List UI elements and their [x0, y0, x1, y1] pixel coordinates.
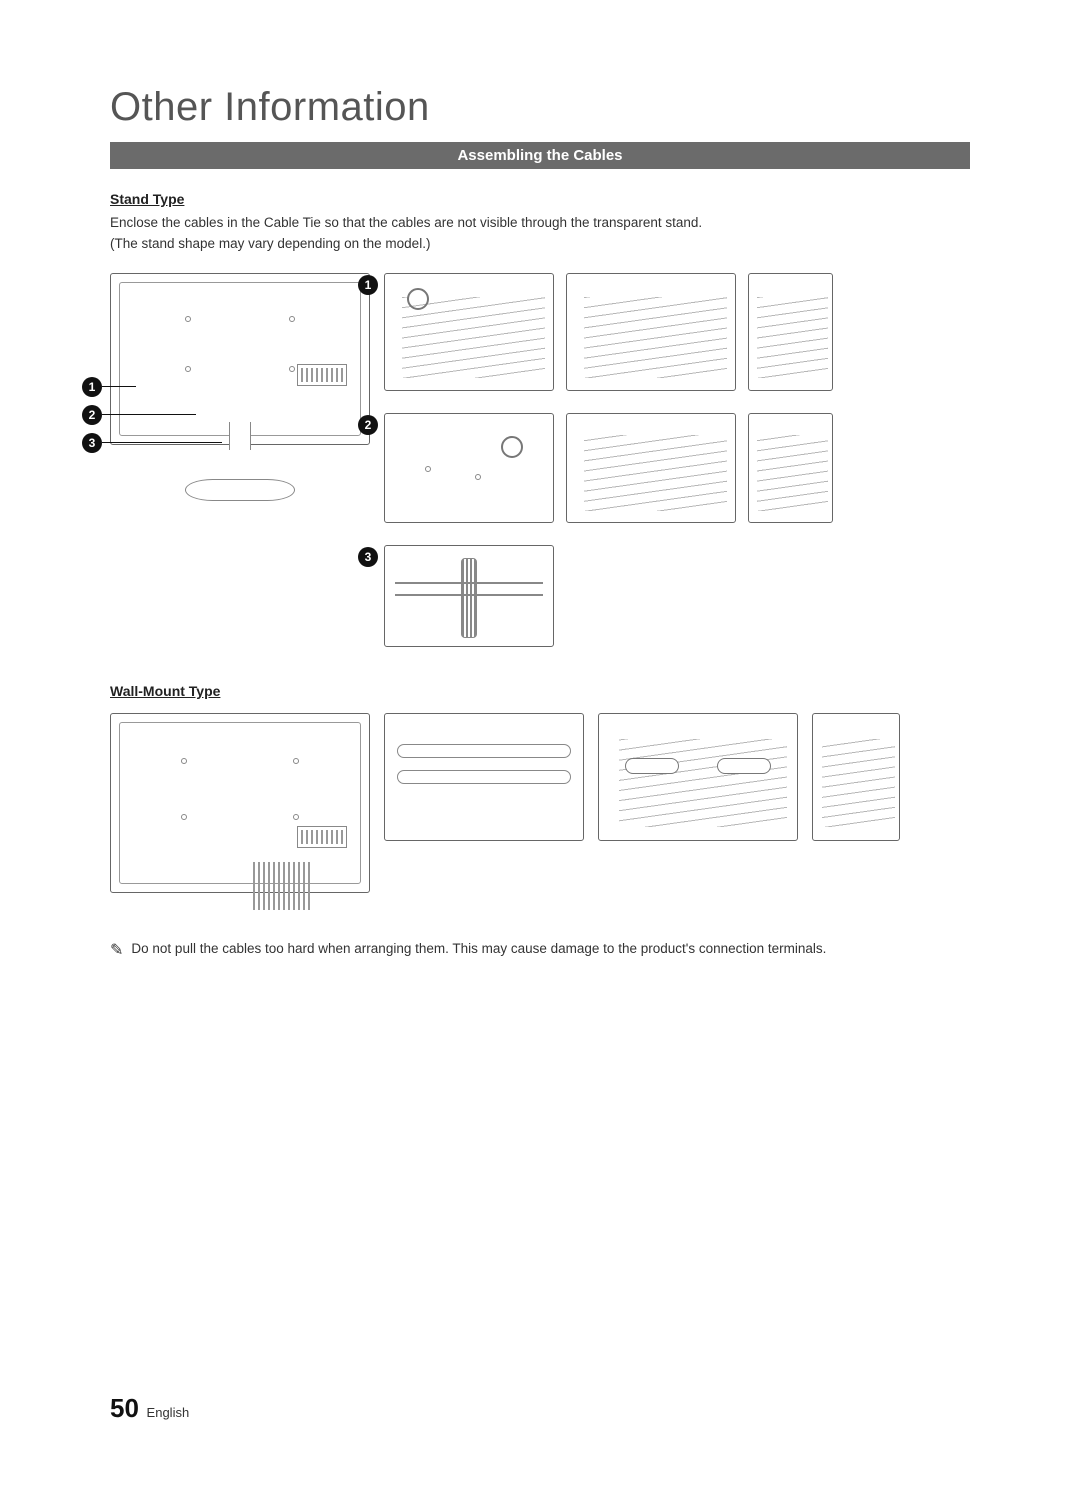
wall-mount-heading: Wall-Mount Type	[110, 683, 970, 699]
diagram-wall-a	[384, 713, 584, 841]
stand-diagrams: 1 2 3 1	[110, 273, 970, 647]
diagram-step1-b	[566, 273, 736, 391]
diagram-step2-b	[566, 413, 736, 523]
step-label-3: 3	[358, 547, 378, 567]
step-label-1: 1	[358, 275, 378, 295]
wall-diagrams	[110, 713, 970, 915]
callout-3: 3	[82, 433, 102, 453]
page-number: 50	[110, 1393, 139, 1423]
step-label-2: 2	[358, 415, 378, 435]
callout-1: 1	[82, 377, 102, 397]
diagram-step1-c	[748, 273, 833, 391]
diagram-step2-c	[748, 413, 833, 523]
page-footer: 50 English	[110, 1393, 189, 1424]
page-language: English	[147, 1405, 190, 1420]
chapter-title: Other Information	[110, 85, 970, 130]
diagram-step2-a	[384, 413, 554, 523]
diagram-step3-a	[384, 545, 554, 647]
diagram-tv-back-stand	[110, 273, 370, 445]
diagram-wall-c	[812, 713, 900, 841]
note-text: Do not pull the cables too hard when arr…	[131, 941, 826, 956]
note-icon: ✎	[110, 940, 123, 960]
callout-2: 2	[82, 405, 102, 425]
stand-type-heading: Stand Type	[110, 191, 970, 207]
diagram-tv-back-wall	[110, 713, 370, 893]
note: ✎ Do not pull the cables too hard when a…	[110, 941, 970, 961]
diagram-step1-a	[384, 273, 554, 391]
section-bar: Assembling the Cables	[110, 142, 970, 169]
stand-type-paragraph: Enclose the cables in the Cable Tie so t…	[110, 213, 970, 255]
diagram-wall-b	[598, 713, 798, 841]
